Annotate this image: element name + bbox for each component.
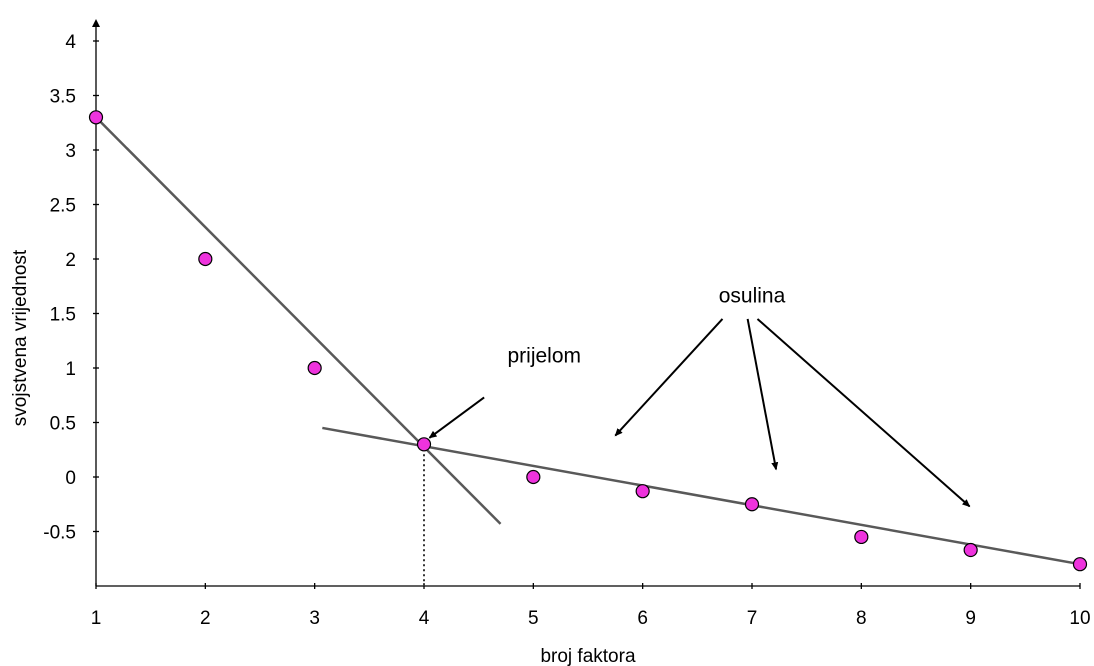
data-point xyxy=(198,251,213,267)
x-tick-label: 2 xyxy=(200,608,211,629)
annotation-arrows xyxy=(428,318,971,508)
y-tick-label: 0.5 xyxy=(50,414,76,435)
osulina-arrow xyxy=(746,318,779,471)
data-point xyxy=(744,497,760,512)
y-tick-label: 0 xyxy=(65,468,76,489)
y-tick-label: 1.5 xyxy=(50,305,76,326)
prijelom-arrow xyxy=(428,396,485,439)
y-tick-label: 2.5 xyxy=(50,196,76,217)
data-point xyxy=(1072,557,1088,572)
x-tick-label: 1 xyxy=(91,608,102,629)
y-tick-label: 1 xyxy=(65,359,76,380)
x-axis-ticks: 1 2 3 4 5 6 7 8 9 10 xyxy=(91,583,1091,629)
x-tick-label: 9 xyxy=(965,608,976,629)
annotation-osulina-label: osulina xyxy=(719,285,786,308)
steep-trend-line xyxy=(95,116,502,525)
annotation-prijelom-label: prijelom xyxy=(508,345,582,368)
data-point xyxy=(635,484,650,499)
x-tick-label: 3 xyxy=(309,608,320,629)
y-tick-label: 3 xyxy=(65,141,76,162)
data-point xyxy=(854,529,869,545)
x-tick-label: 6 xyxy=(637,608,648,629)
osulina-arrow xyxy=(614,318,724,437)
y-axis-title: svojstvena vrijednost xyxy=(10,249,31,426)
x-tick-label: 7 xyxy=(747,608,758,629)
x-tick-label: 4 xyxy=(419,608,430,629)
data-point xyxy=(526,469,541,485)
x-tick-label: 5 xyxy=(528,608,539,629)
data-point xyxy=(963,542,978,558)
y-tick-label: 4 xyxy=(65,32,76,53)
x-tick-label: 8 xyxy=(856,608,867,629)
data-point xyxy=(416,437,432,452)
data-points xyxy=(88,110,1088,572)
trend-lines xyxy=(95,116,1081,566)
data-point xyxy=(307,360,322,376)
x-tick-label: 10 xyxy=(1069,608,1090,629)
y-tick-label: -0.5 xyxy=(43,523,76,544)
osulina-arrow xyxy=(756,318,971,508)
y-tick-label: 3.5 xyxy=(50,87,76,108)
y-axis-ticks: -0.5 0 0.5 1 1.5 2 2.5 3 3.5 4 xyxy=(43,32,99,544)
scree-trend-line xyxy=(322,426,1081,566)
axes xyxy=(92,19,1080,587)
data-point xyxy=(88,110,104,125)
y-tick-label: 2 xyxy=(65,250,76,271)
x-axis-title: broj faktora xyxy=(540,646,635,666)
